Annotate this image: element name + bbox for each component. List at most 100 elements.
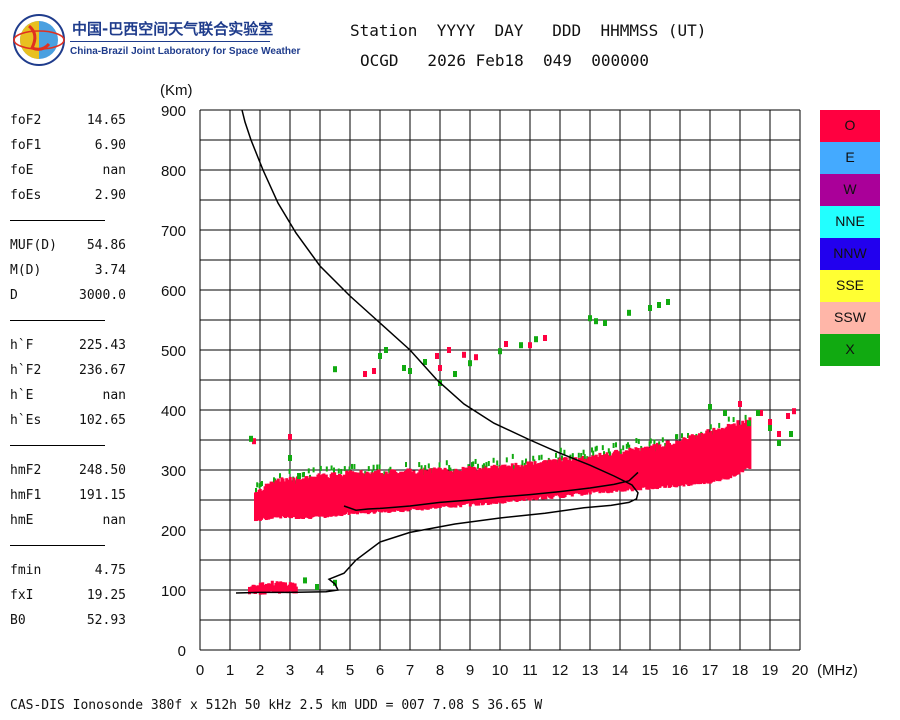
legend-item-sse: SSE bbox=[820, 270, 880, 302]
echo-point bbox=[462, 351, 466, 358]
param-row: h`F2 236.67 bbox=[10, 358, 140, 383]
x-mode-mark bbox=[333, 467, 335, 473]
x-mode-mark bbox=[483, 463, 485, 469]
param-value: 248.50 bbox=[79, 463, 126, 478]
x-tick-label: 20 bbox=[792, 662, 809, 679]
x-mode-mark bbox=[420, 465, 423, 471]
x-mode-mark bbox=[615, 442, 617, 448]
x-tick-label: 12 bbox=[552, 662, 569, 679]
param-value: nan bbox=[102, 388, 126, 403]
x-mode-mark bbox=[353, 464, 356, 470]
echo-point bbox=[768, 425, 772, 431]
param-value: 191.15 bbox=[79, 488, 126, 503]
x-mode-mark bbox=[595, 445, 598, 451]
x-tick-label: 11 bbox=[522, 662, 538, 679]
param-separator bbox=[10, 445, 105, 446]
param-name: fxI bbox=[10, 588, 34, 603]
x-mode-mark bbox=[477, 463, 479, 469]
param-separator bbox=[10, 320, 105, 321]
x-tick-label: 8 bbox=[436, 662, 444, 679]
y-tick-label: 0 bbox=[178, 643, 186, 660]
x-mode-mark bbox=[487, 461, 490, 467]
x-tick-label: 7 bbox=[406, 662, 414, 679]
x-mode-mark bbox=[348, 466, 351, 472]
x-mode-mark bbox=[378, 464, 381, 470]
header-values: OCGD 2026 Feb18 049 000000 bbox=[360, 51, 649, 70]
y-tick-label: 500 bbox=[161, 343, 186, 360]
echo-point bbox=[738, 401, 742, 407]
echo-point bbox=[789, 431, 793, 437]
lab-logo: 中国-巴西空间天气联合实验室 China-Brazil Joint Labora… bbox=[12, 12, 300, 70]
x-mode-mark bbox=[591, 447, 593, 453]
param-name: D bbox=[10, 288, 18, 303]
x-mode-mark bbox=[273, 477, 275, 483]
profile-curve bbox=[235, 109, 639, 594]
x-tick-label: 14 bbox=[612, 662, 629, 679]
x-mode-mark bbox=[563, 449, 566, 455]
x-mode-mark bbox=[481, 464, 484, 470]
x-mode-mark bbox=[532, 455, 535, 461]
x-mode-mark bbox=[340, 468, 343, 474]
echo-point bbox=[534, 336, 538, 343]
x-mode-mark bbox=[256, 482, 259, 488]
x-mode-mark bbox=[592, 450, 595, 456]
param-name: hmF1 bbox=[10, 488, 42, 503]
x-mode-mark bbox=[258, 483, 261, 489]
legend-item-e: E bbox=[820, 142, 880, 174]
echo-point bbox=[723, 410, 727, 416]
x-mode-mark bbox=[538, 455, 541, 461]
param-value: nan bbox=[102, 513, 126, 528]
echo-point bbox=[453, 371, 457, 377]
x-mode-mark bbox=[288, 468, 291, 474]
trace-band bbox=[254, 414, 752, 522]
legend-item-nne: NNE bbox=[820, 206, 880, 238]
x-mode-mark bbox=[325, 466, 328, 472]
x-mode-mark bbox=[312, 467, 315, 473]
x-mode-mark bbox=[343, 466, 346, 472]
x-mode-mark bbox=[619, 448, 622, 454]
x-mode-mark bbox=[449, 467, 452, 473]
param-name: MUF(D) bbox=[10, 238, 57, 253]
x-mode-mark bbox=[681, 433, 683, 439]
x-mode-mark bbox=[580, 452, 583, 458]
param-name: h`F bbox=[10, 338, 34, 353]
param-name: hmF2 bbox=[10, 463, 42, 478]
x-mode-mark bbox=[653, 439, 656, 445]
param-row: M(D) 3.74 bbox=[10, 258, 140, 283]
mode-legend: O E W NNE NNW SSE SSW X bbox=[820, 110, 880, 366]
echo-point bbox=[543, 335, 547, 341]
echo-point bbox=[468, 360, 472, 367]
x-tick-label: 6 bbox=[376, 662, 384, 679]
echo-point bbox=[297, 473, 301, 479]
x-mode-mark bbox=[261, 481, 263, 487]
x-mode-mark bbox=[601, 445, 604, 451]
x-mode-mark bbox=[577, 452, 580, 458]
echo-point bbox=[768, 419, 772, 425]
param-value: 3.74 bbox=[94, 263, 126, 278]
x-mode-mark bbox=[307, 468, 310, 474]
echo-point bbox=[528, 342, 532, 349]
echo-point bbox=[333, 366, 337, 373]
x-mode-mark bbox=[540, 454, 543, 460]
param-name: hmE bbox=[10, 513, 34, 528]
param-value: 102.65 bbox=[79, 413, 126, 428]
y-tick-label: 100 bbox=[161, 583, 186, 600]
x-mode-mark bbox=[635, 438, 638, 444]
x-mode-mark bbox=[319, 465, 322, 471]
lab-globe-icon bbox=[13, 14, 65, 66]
x-mode-mark bbox=[603, 451, 605, 457]
x-mode-mark bbox=[448, 465, 451, 471]
y-tick-label: 900 bbox=[161, 103, 186, 120]
param-row: fmin 4.75 bbox=[10, 558, 140, 583]
param-name: h`F2 bbox=[10, 363, 42, 378]
echo-point bbox=[657, 302, 661, 308]
header-labels: Station YYYY DAY DDD HHMMSS (UT) bbox=[350, 21, 707, 40]
echo-point bbox=[315, 584, 319, 590]
trace-mark bbox=[748, 417, 752, 469]
x-mode-mark bbox=[513, 465, 515, 471]
x-mode-mark bbox=[732, 417, 735, 423]
x-mode-mark bbox=[675, 434, 677, 440]
x-mode-mark bbox=[427, 463, 430, 469]
param-row: foF2 14.65 bbox=[10, 108, 140, 133]
